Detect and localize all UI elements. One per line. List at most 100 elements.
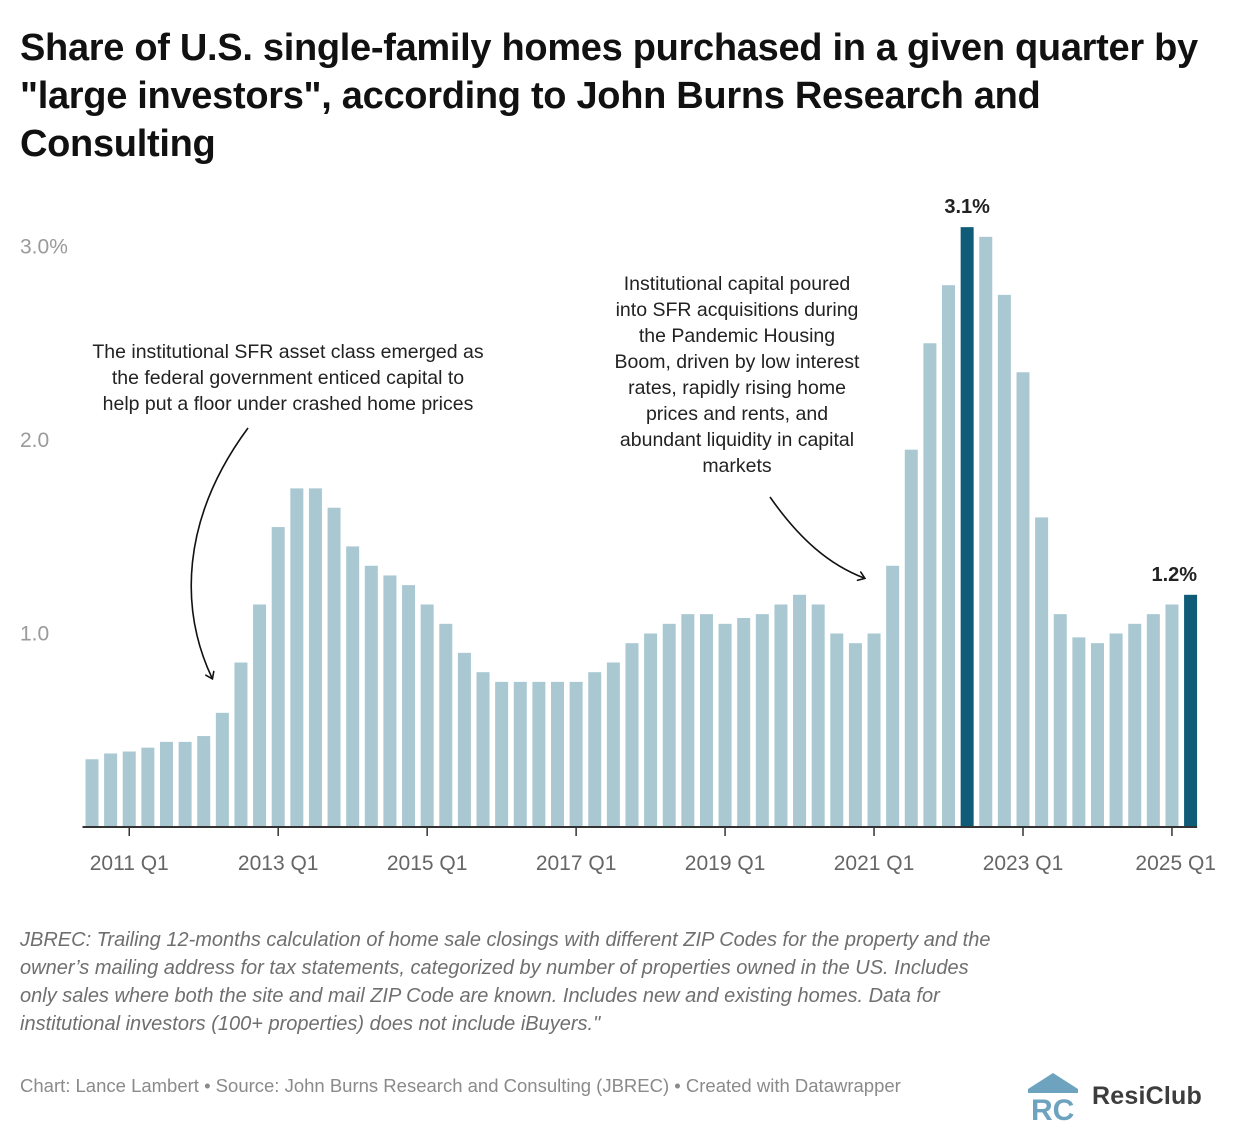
x-tick-label: 2013 Q1 — [238, 852, 319, 875]
bar-2017-q2 — [588, 672, 602, 827]
bar-2021-q4 — [923, 343, 937, 827]
y-tick-label: 1.0 — [20, 623, 49, 646]
value-labels: 3.1% 1.2% — [944, 196, 1197, 586]
bar-2016-q1 — [495, 681, 509, 828]
x-axis-ticks: 2011 Q1 2013 Q1 2015 Q1 2017 Q1 2019 Q1 2021 … — [90, 827, 1216, 875]
bar-2020-q4 — [848, 643, 862, 827]
logo-text: ResiClub — [1092, 1081, 1202, 1110]
annotation-sfr-emerged: The institutional SFR asset class emerge… — [92, 341, 484, 415]
y-tick-label: 2.0 — [20, 429, 49, 452]
annotation-line: the federal government enticed capital t… — [112, 367, 464, 389]
bar-2022-q2 — [960, 227, 974, 827]
annotation-line: the Pandemic Housing — [639, 325, 835, 347]
bar-2015-q4 — [476, 672, 490, 827]
chart-credit: Chart: Lance Lambert • Source: John Burn… — [20, 1075, 901, 1096]
bar-2017-q3 — [606, 662, 620, 827]
annotation-arrow-1 — [190, 427, 249, 678]
bar-2020-q2 — [811, 604, 825, 827]
bar-2023-q1 — [1016, 372, 1030, 827]
bar-2011-q2 — [141, 747, 155, 827]
bar-2011-q3 — [159, 741, 173, 827]
annotation-line: markets — [702, 455, 772, 477]
bar-2020-q3 — [830, 633, 844, 827]
annotation-line: into SFR acquisitions during — [616, 299, 859, 321]
bar-2024-q2 — [1109, 633, 1123, 827]
bar-2017-q1 — [569, 681, 583, 828]
bar-2016-q2 — [513, 681, 527, 828]
annotation-line: rates, rapidly rising home — [628, 377, 846, 399]
x-tick-label: 2019 Q1 — [685, 852, 766, 875]
resiclub-logo: RC ResiClub — [1024, 1068, 1224, 1124]
bar-2018-q4 — [699, 614, 713, 827]
bar-2013-q2 — [290, 488, 304, 828]
logo-mark-letters: RC — [1031, 1094, 1074, 1123]
x-tick-label: 2025 Q1 — [1135, 852, 1216, 875]
y-axis-ticks: 3.0% 2.0 1.0 — [20, 236, 68, 646]
x-tick-label: 2017 Q1 — [536, 852, 617, 875]
x-tick-label: 2011 Q1 — [90, 852, 169, 875]
bar-2024-q4 — [1146, 614, 1160, 827]
bar-2012-q4 — [253, 604, 267, 827]
bar-2021-q3 — [904, 449, 918, 827]
bar-2014-q2 — [364, 565, 378, 827]
x-tick-label: 2023 Q1 — [983, 852, 1064, 875]
bar-2015-q3 — [457, 652, 471, 827]
annotation-pandemic-boom: Institutional capital poured into SFR acq… — [615, 273, 861, 477]
bar-2019-q1 — [718, 623, 732, 827]
annotation-line: abundant liquidity in capital — [620, 429, 854, 451]
bar-2025-q2 — [1184, 594, 1198, 827]
bar-2018-q1 — [644, 633, 658, 827]
bar-2019-q3 — [755, 614, 769, 827]
bar-2014-q4 — [402, 585, 416, 828]
bar-2014-q1 — [346, 546, 360, 827]
bar-2024-q1 — [1090, 643, 1104, 827]
bar-2012-q1 — [197, 736, 211, 827]
bar-2025-q1 — [1165, 604, 1179, 827]
bar-2021-q1 — [867, 633, 881, 827]
bar-2011-q4 — [178, 741, 192, 827]
annotation-line: prices and rents, and — [646, 403, 828, 425]
bars — [85, 227, 1198, 828]
bar-2022-q3 — [979, 236, 993, 827]
annotation-arrow-2 — [769, 496, 864, 578]
resiclub-logo-mark: RC — [1028, 1073, 1078, 1123]
bar-2015-q1 — [420, 604, 434, 827]
bar-2014-q3 — [383, 575, 397, 827]
bar-2010-q3 — [85, 759, 99, 827]
value-label: 1.2% — [1151, 564, 1197, 586]
bar-chart: 3.0% 2.0 1.0 3.1% 1.2% 2011 Q1 2013 Q1 2015 Q… — [20, 196, 1216, 875]
bar-2021-q2 — [886, 565, 900, 827]
bar-2018-q3 — [681, 614, 695, 827]
annotation-line: help put a floor under crashed home pric… — [103, 393, 474, 415]
x-tick-label: 2015 Q1 — [387, 852, 468, 875]
bar-2023-q2 — [1035, 517, 1049, 827]
bar-2011-q1 — [122, 751, 136, 827]
bar-2012-q2 — [215, 712, 229, 827]
x-tick-label: 2021 Q1 — [834, 852, 915, 875]
bar-2018-q2 — [662, 623, 676, 827]
bar-2023-q4 — [1072, 637, 1086, 827]
bar-2017-q4 — [625, 643, 639, 827]
annotation-line: Institutional capital poured — [624, 273, 851, 295]
y-tick-label: 3.0% — [20, 236, 68, 259]
bar-2010-q4 — [104, 753, 118, 827]
bar-2024-q3 — [1128, 623, 1142, 827]
annotation-line: The institutional SFR asset class emerge… — [92, 341, 484, 363]
bar-2013-q4 — [327, 507, 341, 827]
bar-2015-q2 — [439, 623, 453, 827]
bar-2016-q3 — [532, 681, 546, 828]
value-label: 3.1% — [944, 196, 990, 218]
bar-2022-q4 — [997, 294, 1011, 828]
bar-2019-q2 — [737, 618, 751, 827]
bar-2022-q1 — [942, 285, 956, 827]
bar-2020-q1 — [793, 594, 807, 827]
bar-2016-q4 — [551, 681, 564, 828]
bar-2013-q1 — [271, 527, 285, 827]
bar-2013-q3 — [308, 488, 322, 828]
bar-2023-q3 — [1053, 614, 1067, 827]
footnote: JBREC: Trailing 12-months calculation of… — [20, 929, 991, 1035]
annotation-line: Boom, driven by low interest — [615, 351, 861, 373]
bar-2012-q3 — [234, 662, 248, 827]
chart-title: Share of U.S. single-family homes purcha… — [20, 27, 1198, 165]
bar-2019-q4 — [774, 604, 788, 827]
